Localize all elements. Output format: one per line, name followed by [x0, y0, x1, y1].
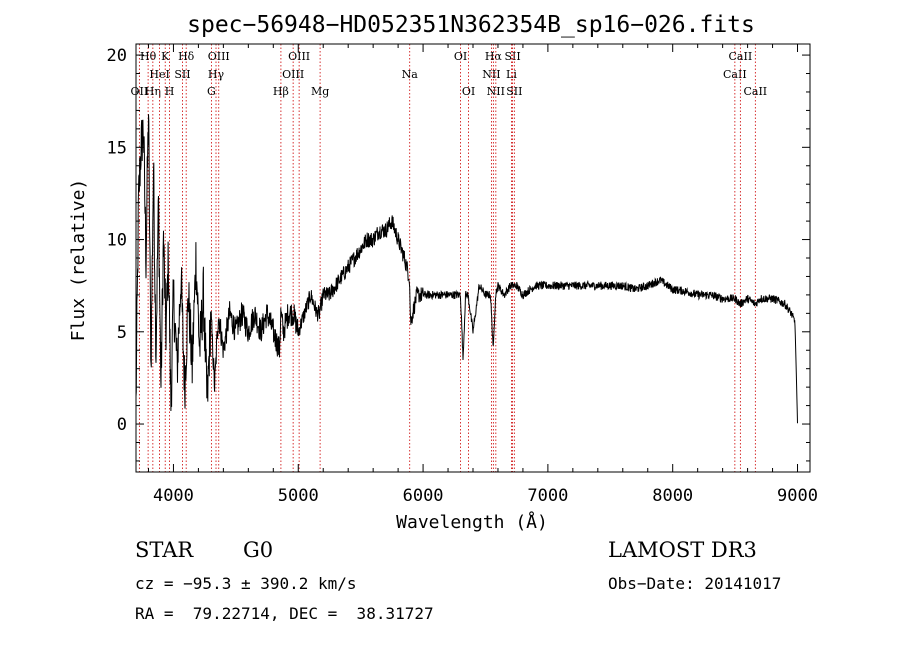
line-label-16: OI	[454, 50, 467, 63]
flux-line	[135, 114, 798, 424]
y-tick-label-20: 20	[107, 46, 127, 66]
x-tick-label-9000: 9000	[777, 486, 818, 506]
line-label-7: Hδ	[178, 50, 195, 63]
redshift-cz: cz = −95.3 ± 390.2 km/s	[135, 574, 357, 593]
x-tick-label-5000: 5000	[278, 486, 319, 506]
y-tick-label-0: 0	[117, 415, 127, 435]
line-label-18: NII	[482, 68, 500, 81]
line-label-24: CaII	[723, 68, 747, 81]
y-tick-label-15: 15	[107, 138, 127, 158]
line-label-10: OIII	[208, 50, 230, 63]
x-tick-label-4000: 4000	[153, 486, 194, 506]
x-tick-label-7000: 7000	[527, 486, 568, 506]
line-label-12: OIII	[282, 68, 304, 81]
line-label-15: Na	[402, 68, 419, 81]
line-label-3: HeI	[149, 68, 169, 81]
line-label-6: SII	[174, 68, 190, 81]
chart-title: spec−56948−HD052351N362354B_sp16−026.fit…	[187, 12, 755, 38]
y-axis-label: Flux (relative)	[68, 179, 89, 342]
plot-frame	[135, 43, 811, 473]
spectral-line-markers: OIIHθHηHeIKHSIIHδGHγOIIIHβOIIIOIIIMgNaOI…	[131, 44, 767, 472]
object-class: STAR	[135, 538, 194, 562]
x-tick-label-8000: 8000	[652, 486, 693, 506]
line-label-2: Hη	[145, 85, 161, 98]
line-label-1: Hθ	[140, 50, 157, 63]
line-label-20: NII	[487, 85, 505, 98]
line-label-13: OIII	[288, 50, 310, 63]
line-label-11: Hβ	[273, 85, 289, 98]
line-label-22: SII	[504, 50, 520, 63]
line-label-4: K	[161, 50, 170, 63]
axis-ticks: 4000 5000 6000 7000 8000 9000 0 5 10 15 20	[107, 44, 818, 506]
observation-date: Obs−Date: 20141017	[608, 574, 782, 593]
line-label-5: H	[165, 85, 175, 98]
line-label-21: Li	[506, 68, 517, 81]
line-label-26: CaII	[743, 85, 767, 98]
line-label-25: CaII	[729, 50, 753, 63]
line-label-8: G	[207, 85, 216, 98]
line-label-9: Hγ	[208, 68, 225, 81]
survey-name: LAMOST DR3	[608, 538, 757, 562]
line-label-19: Hα	[485, 50, 503, 63]
line-label-23: SII	[506, 85, 522, 98]
y-tick-label-10: 10	[107, 231, 127, 251]
x-tick-label-6000: 6000	[403, 486, 444, 506]
spectrum-series	[135, 114, 798, 424]
line-label-14: Mg	[311, 85, 329, 98]
line-label-17: OI	[462, 85, 475, 98]
x-axis-label: Wavelength (Å)	[396, 511, 548, 533]
y-tick-label-5: 5	[117, 323, 127, 343]
coordinates: RA = 79.22714, DEC = 38.31727	[135, 604, 434, 623]
object-subclass: G0	[243, 538, 274, 562]
